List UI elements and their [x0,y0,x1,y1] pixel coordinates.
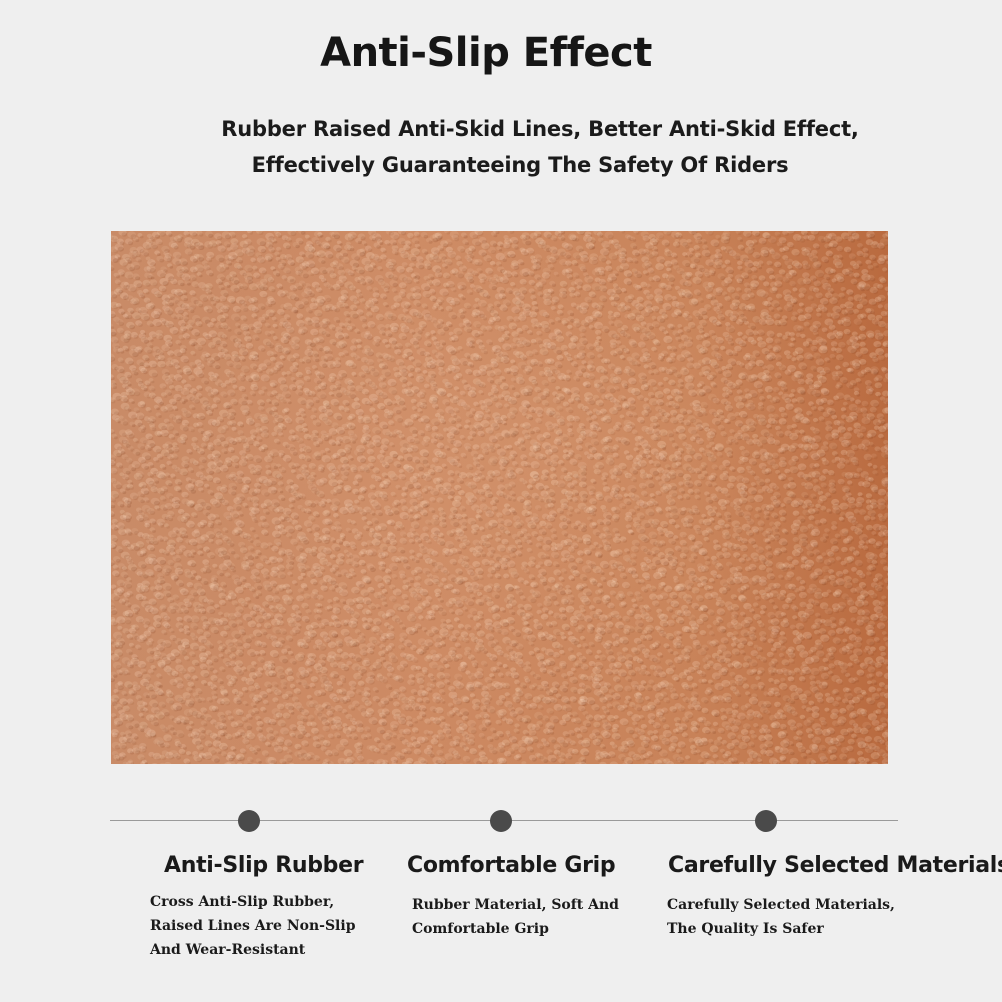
feature-title-carefully-selected-materials: Carefully Selected Materials [668,853,1002,878]
page-title: Anti-Slip Effect [320,30,652,76]
feature-desc-comfortable-grip: Rubber Material, Soft And Comfortable Gr… [412,893,619,941]
feature-desc-carefully-selected-materials: Carefully Selected Materials, The Qualit… [667,893,895,941]
feature-title-comfortable-grip: Comfortable Grip [407,853,616,878]
timeline-dot-2 [490,810,512,832]
feature-desc-line: Raised Lines Are Non-Slip [150,918,356,934]
feature-desc-line: Comfortable Grip [412,921,549,937]
feature-desc-line: Cross Anti-Slip Rubber, [150,894,335,910]
feature-desc-line: The Quality Is Safer [667,921,824,937]
subtitle-line-2: Effectively Guaranteeing The Safety Of R… [251,153,789,177]
rubber-texture-pattern [111,231,888,764]
feature-desc-line: And Wear-Resistant [150,942,306,958]
feature-title-anti-slip-rubber: Anti-Slip Rubber [164,853,364,878]
feature-desc-anti-slip-rubber: Cross Anti-Slip Rubber, Raised Lines Are… [150,890,355,962]
rubber-texture-image [111,231,888,764]
subtitle-line-1: Rubber Raised Anti-Skid Lines, Better An… [221,117,859,141]
feature-desc-line: Carefully Selected Materials, [667,897,895,913]
feature-desc-line: Rubber Material, Soft And [412,897,619,913]
timeline-dot-1 [238,810,260,832]
timeline-dot-3 [755,810,777,832]
